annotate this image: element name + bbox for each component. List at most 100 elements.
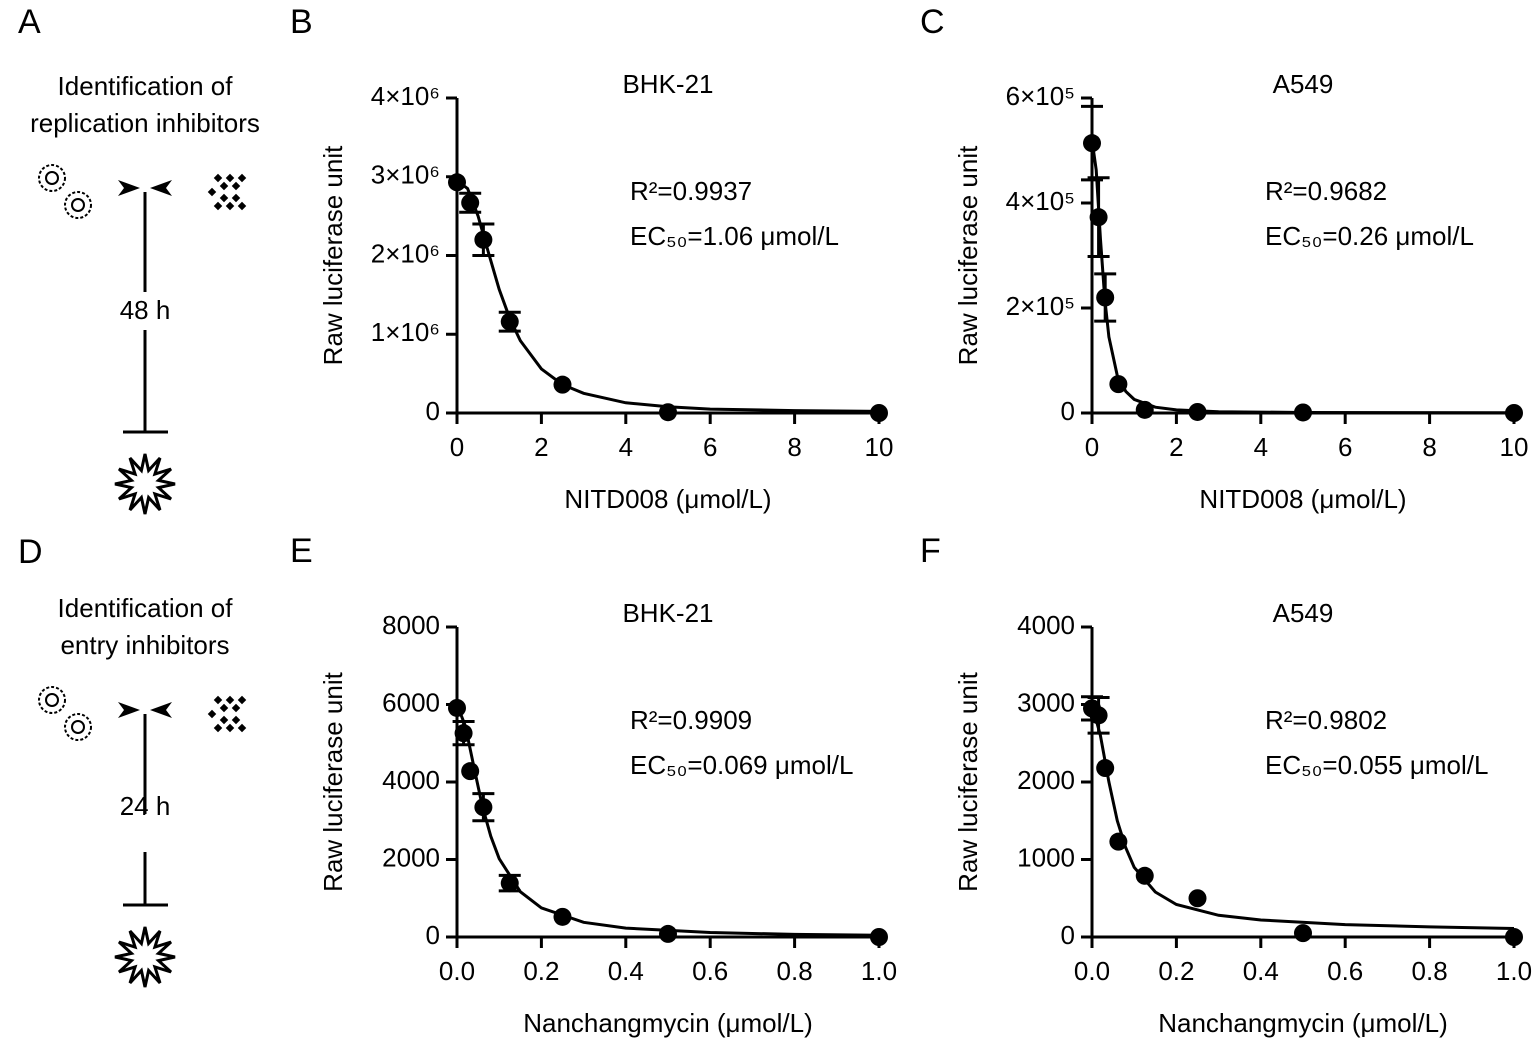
data-point — [1135, 866, 1154, 885]
x-tick-label: 0 — [450, 432, 464, 462]
data-point — [1188, 889, 1207, 908]
time-label: 48 h — [120, 295, 171, 325]
data-point — [553, 907, 572, 926]
y-tick-label: 3000 — [1017, 687, 1075, 717]
x-tick-label: 1.0 — [861, 956, 897, 986]
data-point — [454, 724, 473, 743]
annotation: EC₅₀=0.26 μmol/L — [1265, 221, 1474, 251]
x-tick-label: 1.0 — [1496, 956, 1532, 986]
panel-label: D — [18, 533, 43, 571]
annotation: R²=0.9682 — [1265, 176, 1387, 206]
x-tick-label: 6 — [703, 432, 717, 462]
y-axis-label: Raw luciferase unit — [318, 671, 348, 891]
chart: F A549 R²=0.9802 EC₅₀=0.055 μmol/L Nanchangm… — [920, 532, 1532, 1038]
data-point — [659, 924, 677, 943]
compound-dot — [231, 703, 241, 713]
x-axis-label: Nanchangmycin (μmol/L) — [523, 1008, 813, 1038]
data-point — [553, 375, 572, 394]
compound-dot — [237, 201, 247, 211]
arrowhead — [118, 180, 140, 196]
panel-label: C — [920, 3, 945, 41]
diagram-title: Identification of — [58, 71, 234, 101]
arrowhead — [118, 702, 140, 718]
y-tick-label: 6×10⁵ — [1006, 81, 1075, 111]
x-tick-label: 4 — [619, 432, 633, 462]
arrowhead — [150, 702, 172, 718]
y-tick-label: 2000 — [382, 842, 440, 872]
compound-dot — [213, 723, 223, 733]
x-tick-label: 10 — [1500, 432, 1529, 462]
x-tick-label: 0 — [1085, 432, 1099, 462]
annotation: EC₅₀=0.069 μmol/L — [630, 750, 853, 780]
y-tick-label: 1000 — [1017, 842, 1075, 872]
arrowhead — [150, 180, 172, 196]
data-point — [1096, 759, 1115, 778]
chart-title: BHK-21 — [622, 598, 713, 628]
fit-curve — [456, 179, 880, 413]
x-tick-label: 0.6 — [1327, 956, 1363, 986]
x-tick-label: 0.2 — [1158, 956, 1194, 986]
data-point — [461, 762, 480, 781]
compound-dot — [225, 723, 235, 733]
y-tick-label: 0 — [1061, 396, 1075, 426]
y-tick-label: 8000 — [382, 610, 440, 640]
chart: E BHK-21 R²=0.9909 EC₅₀=0.069 μmol/L Nanchan… — [290, 532, 897, 1038]
compound-dot — [225, 695, 235, 705]
compound-dot — [237, 723, 247, 733]
panel-label: E — [290, 532, 313, 570]
x-tick-label: 0.0 — [439, 956, 475, 986]
compound-dot — [213, 201, 223, 211]
compound-dot — [219, 181, 229, 191]
x-tick-label: 0.8 — [777, 956, 813, 986]
virus-core — [71, 720, 85, 734]
readout-star — [114, 453, 176, 515]
data-point — [1109, 375, 1128, 394]
x-tick-label: 8 — [787, 432, 801, 462]
data-point — [1109, 832, 1128, 851]
y-tick-label: 4×10⁶ — [371, 81, 440, 111]
diagram-title: entry inhibitors — [60, 630, 229, 660]
data-point — [1505, 928, 1523, 946]
compound-dot — [231, 193, 241, 203]
y-tick-label: 2×10⁶ — [371, 238, 440, 268]
data-point — [1135, 400, 1154, 419]
data-point — [1096, 288, 1115, 307]
chart-title: BHK-21 — [622, 69, 713, 99]
panel-label: B — [290, 3, 313, 41]
data-point — [474, 798, 493, 817]
chart: B BHK-21 R²=0.9937 EC₅₀=1.06 μmol/L NITD008 … — [290, 3, 893, 514]
y-tick-label: 3×10⁶ — [371, 160, 440, 190]
x-axis-label: NITD008 (μmol/L) — [1199, 484, 1406, 514]
annotation: R²=0.9802 — [1265, 705, 1387, 735]
data-point — [500, 874, 519, 893]
x-tick-label: 8 — [1422, 432, 1436, 462]
fit-curve — [1090, 139, 1515, 415]
readout-star — [114, 926, 176, 988]
data-point — [1083, 134, 1101, 153]
virus-icon — [38, 686, 66, 714]
diagram-icons — [38, 164, 247, 515]
data-point — [461, 193, 480, 212]
compound-dot — [213, 695, 223, 705]
y-axis-label: Raw luciferase unit — [953, 145, 983, 365]
diagram-a: A Identification of replication inhibito… — [18, 3, 260, 325]
fit-curve — [1090, 704, 1515, 930]
x-tick-label: 4 — [1254, 432, 1268, 462]
compound-dot — [237, 173, 247, 183]
compound-dot — [213, 173, 223, 183]
data-point — [500, 312, 519, 331]
compound-dot — [231, 181, 241, 191]
panel-label: A — [18, 3, 41, 41]
data-point — [1505, 404, 1523, 422]
annotation: R²=0.9937 — [630, 176, 752, 206]
data-point — [1294, 403, 1312, 422]
data-point — [1188, 402, 1207, 421]
x-tick-label: 0.0 — [1074, 956, 1110, 986]
annotation: EC₅₀=0.055 μmol/L — [1265, 750, 1488, 780]
y-tick-label: 6000 — [382, 687, 440, 717]
y-tick-label: 0 — [426, 396, 440, 426]
x-tick-label: 2 — [534, 432, 548, 462]
compound-dot — [225, 201, 235, 211]
y-tick-label: 4000 — [382, 765, 440, 795]
